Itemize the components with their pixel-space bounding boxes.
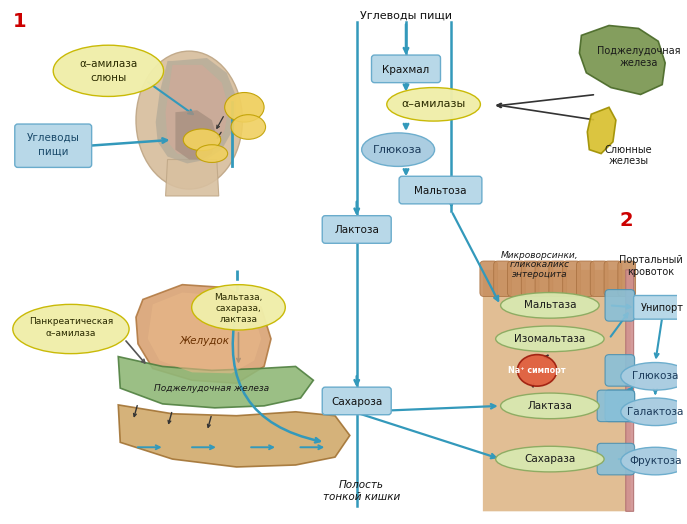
Polygon shape bbox=[156, 58, 236, 163]
FancyBboxPatch shape bbox=[15, 124, 91, 167]
Polygon shape bbox=[587, 107, 616, 154]
Text: Унипорт: Унипорт bbox=[641, 303, 684, 313]
Text: железа: железа bbox=[620, 58, 657, 68]
Text: Мальтаза,: Мальтаза, bbox=[214, 293, 262, 302]
FancyBboxPatch shape bbox=[483, 270, 631, 511]
Ellipse shape bbox=[361, 133, 435, 167]
Text: α–амилазы: α–амилазы bbox=[401, 100, 466, 110]
Ellipse shape bbox=[501, 292, 599, 318]
Ellipse shape bbox=[621, 398, 687, 425]
Text: 2: 2 bbox=[620, 211, 633, 230]
Text: α–амилаза: α–амилаза bbox=[46, 330, 96, 339]
Text: 1: 1 bbox=[13, 12, 27, 31]
Text: сахараза,: сахараза, bbox=[216, 304, 261, 313]
Text: пищи: пищи bbox=[38, 147, 69, 157]
Text: Углеводы: Углеводы bbox=[27, 133, 80, 143]
Ellipse shape bbox=[621, 447, 687, 475]
FancyBboxPatch shape bbox=[508, 261, 526, 297]
FancyBboxPatch shape bbox=[590, 261, 608, 297]
Text: Na⁺ симпорт: Na⁺ симпорт bbox=[508, 366, 566, 375]
FancyBboxPatch shape bbox=[549, 261, 567, 297]
Text: Поджелудочная железа: Поджелудочная железа bbox=[155, 384, 269, 392]
Polygon shape bbox=[166, 65, 229, 157]
Text: Мальтоза: Мальтоза bbox=[414, 186, 466, 196]
Text: тонкой кишки: тонкой кишки bbox=[323, 492, 401, 501]
Ellipse shape bbox=[225, 93, 264, 122]
Text: Мальтаза: Мальтаза bbox=[523, 300, 576, 310]
FancyBboxPatch shape bbox=[605, 355, 635, 386]
Polygon shape bbox=[175, 110, 217, 159]
Text: лактаза: лактаза bbox=[219, 314, 258, 324]
FancyArrowPatch shape bbox=[233, 312, 319, 442]
FancyBboxPatch shape bbox=[521, 261, 539, 297]
FancyBboxPatch shape bbox=[494, 261, 511, 297]
Ellipse shape bbox=[496, 326, 604, 352]
Text: Лактаза: Лактаза bbox=[528, 401, 572, 411]
Text: Крахмал: Крахмал bbox=[383, 65, 429, 75]
FancyBboxPatch shape bbox=[597, 443, 635, 475]
Text: Глюкоза: Глюкоза bbox=[373, 145, 423, 155]
Text: энтероцита: энтероцита bbox=[513, 270, 568, 279]
Ellipse shape bbox=[192, 285, 285, 330]
Text: слюны: слюны bbox=[90, 73, 126, 83]
Ellipse shape bbox=[13, 304, 129, 354]
Text: Фруктоза: Фруктоза bbox=[629, 456, 682, 466]
FancyBboxPatch shape bbox=[322, 387, 391, 414]
Polygon shape bbox=[118, 405, 350, 467]
Text: кровоток: кровоток bbox=[627, 267, 674, 277]
Text: Глюкоза: Глюкоза bbox=[632, 372, 679, 381]
Text: Портальный: Портальный bbox=[618, 255, 682, 265]
Ellipse shape bbox=[53, 45, 164, 96]
Text: Желудок: Желудок bbox=[180, 336, 230, 346]
FancyBboxPatch shape bbox=[604, 261, 622, 297]
FancyBboxPatch shape bbox=[480, 261, 497, 297]
Ellipse shape bbox=[621, 363, 687, 390]
FancyBboxPatch shape bbox=[576, 261, 594, 297]
Ellipse shape bbox=[517, 355, 556, 386]
Polygon shape bbox=[136, 285, 271, 383]
FancyBboxPatch shape bbox=[633, 296, 687, 319]
Ellipse shape bbox=[136, 51, 243, 189]
FancyBboxPatch shape bbox=[597, 390, 635, 422]
Text: Полость: Полость bbox=[339, 479, 384, 490]
Text: железы: железы bbox=[609, 157, 649, 167]
Text: гликокаликс: гликокаликс bbox=[510, 260, 570, 269]
Text: α–амилаза: α–амилаза bbox=[79, 59, 137, 69]
FancyBboxPatch shape bbox=[605, 390, 635, 422]
Text: Сахараза: Сахараза bbox=[524, 454, 576, 464]
FancyBboxPatch shape bbox=[605, 290, 635, 321]
Text: Панкреатическая: Панкреатическая bbox=[29, 316, 113, 325]
Ellipse shape bbox=[496, 446, 604, 472]
Text: Сахароза: Сахароза bbox=[331, 397, 383, 407]
Text: Лактоза: Лактоза bbox=[335, 225, 379, 235]
Text: Углеводы пищи: Углеводы пищи bbox=[360, 10, 452, 20]
Ellipse shape bbox=[501, 393, 599, 419]
FancyBboxPatch shape bbox=[372, 55, 440, 83]
Ellipse shape bbox=[196, 145, 227, 162]
Polygon shape bbox=[579, 26, 665, 94]
FancyBboxPatch shape bbox=[563, 261, 581, 297]
Ellipse shape bbox=[183, 129, 221, 150]
FancyBboxPatch shape bbox=[535, 261, 553, 297]
Polygon shape bbox=[166, 159, 218, 196]
Text: Поджелудочная: Поджелудочная bbox=[597, 46, 680, 56]
Polygon shape bbox=[148, 292, 261, 374]
Text: Галактоза: Галактоза bbox=[627, 407, 684, 417]
FancyBboxPatch shape bbox=[399, 176, 482, 204]
Text: Изомальтаза: Изомальтаза bbox=[515, 334, 585, 344]
FancyArrowPatch shape bbox=[545, 355, 548, 358]
Ellipse shape bbox=[231, 115, 266, 139]
FancyBboxPatch shape bbox=[618, 261, 635, 297]
FancyBboxPatch shape bbox=[322, 216, 391, 243]
Ellipse shape bbox=[387, 88, 480, 121]
Text: Микроворсинки,: Микроворсинки, bbox=[502, 250, 579, 259]
Polygon shape bbox=[118, 357, 313, 408]
FancyBboxPatch shape bbox=[626, 270, 633, 511]
Text: Слюнные: Слюнные bbox=[605, 145, 653, 155]
